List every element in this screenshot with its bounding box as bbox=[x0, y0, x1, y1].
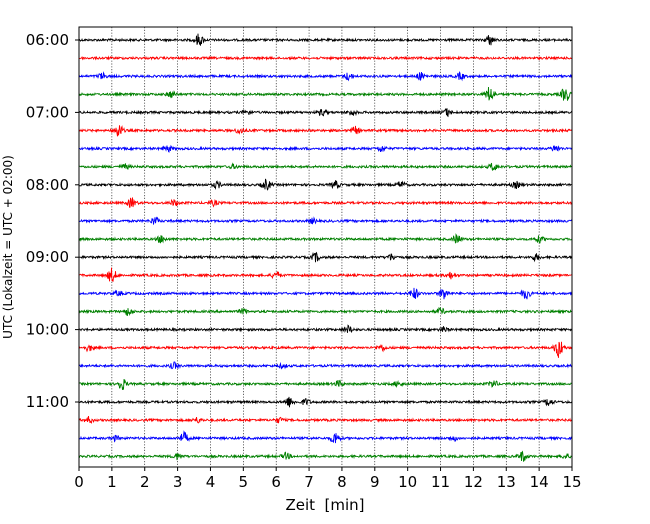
trace-0945 bbox=[78, 306, 573, 317]
trace-0930 bbox=[78, 287, 573, 300]
trace-1045 bbox=[78, 378, 573, 390]
trace-1115 bbox=[78, 415, 573, 425]
x-tick-label: 13 bbox=[497, 473, 516, 491]
y-tick-label: 08:00 bbox=[26, 176, 69, 194]
trace-0830 bbox=[78, 216, 573, 225]
y-axis-ticks: 06:00 07:00 08:00 09:00 10:00 11:00 bbox=[26, 31, 79, 411]
trace-0900 bbox=[78, 251, 573, 263]
x-tick-label: 10 bbox=[398, 473, 417, 491]
trace-0700 bbox=[78, 108, 573, 118]
trace-0615 bbox=[78, 55, 573, 61]
trace-0730 bbox=[78, 144, 573, 153]
y-tick-label: 06:00 bbox=[26, 31, 69, 49]
trace-1145 bbox=[78, 450, 573, 462]
x-tick-label: 1 bbox=[107, 473, 117, 491]
trace-0915 bbox=[78, 267, 573, 282]
x-tick-label: 7 bbox=[304, 473, 314, 491]
trace-0815 bbox=[78, 197, 573, 208]
trace-1130 bbox=[78, 430, 573, 444]
x-tick-label: 15 bbox=[562, 473, 581, 491]
x-gridlines bbox=[111, 27, 540, 467]
x-tick-label: 8 bbox=[337, 473, 347, 491]
x-tick-label: 11 bbox=[431, 473, 450, 491]
x-tick-label: 12 bbox=[464, 473, 483, 491]
trace-1030 bbox=[78, 361, 573, 370]
y-tick-label: 11:00 bbox=[26, 393, 69, 411]
x-tick-label: 14 bbox=[530, 473, 549, 491]
trace-1000 bbox=[78, 324, 573, 333]
y-tick-label: 10:00 bbox=[26, 321, 69, 339]
x-tick-label: 2 bbox=[140, 473, 150, 491]
y-tick-label: 09:00 bbox=[26, 248, 69, 266]
x-axis-ticks: 0 1 2 3 4 5 6 7 8 9 10 11 12 13 14 15 bbox=[74, 467, 582, 491]
trace-1100 bbox=[78, 396, 573, 408]
trace-0600 bbox=[78, 33, 573, 46]
y-axis-label: UTC (Lokalzeit = UTC + 02:00) bbox=[1, 155, 15, 339]
plot-frame bbox=[78, 26, 573, 468]
x-tick-label: 4 bbox=[206, 473, 216, 491]
x-tick-label: 3 bbox=[173, 473, 183, 491]
x-tick-label: 6 bbox=[271, 473, 281, 491]
trace-0715 bbox=[78, 125, 573, 137]
trace-0645 bbox=[78, 87, 573, 101]
trace-0800 bbox=[78, 178, 573, 191]
x-tick-label: 0 bbox=[74, 473, 84, 491]
trace-0845 bbox=[78, 233, 573, 244]
trace-1015 bbox=[78, 341, 573, 358]
trace-0630 bbox=[78, 70, 573, 82]
trace-0745 bbox=[78, 162, 573, 171]
x-tick-label: 5 bbox=[239, 473, 249, 491]
x-tick-label: 9 bbox=[370, 473, 380, 491]
y-tick-label: 07:00 bbox=[26, 103, 69, 121]
x-axis-label: Zeit [min] bbox=[285, 496, 364, 514]
seismic-traces bbox=[78, 33, 573, 462]
